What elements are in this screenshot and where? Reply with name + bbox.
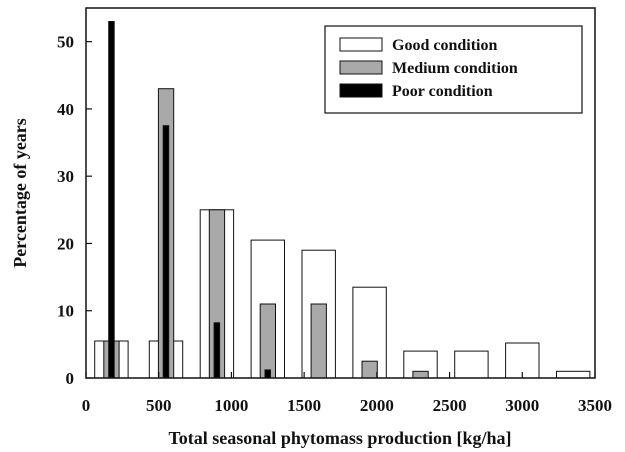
bar-good-3350 (556, 370, 591, 379)
y-axis-title: Percentage of years (10, 118, 30, 268)
bar-medium-2300 (412, 370, 429, 379)
x-tick-label-1500: 1500 (287, 396, 321, 415)
x-tick-label-0: 0 (82, 396, 91, 415)
y-tick-label-10: 10 (57, 302, 74, 321)
y-tick-label-40: 40 (57, 100, 74, 119)
legend-swatch-medium (339, 60, 383, 75)
bar-poor-1250 (264, 369, 271, 379)
axis-ticks: 0 500 1000 1500 2000 2500 3000 3500 0 10 20 30 40 50 (57, 33, 612, 415)
bar-medium-1600 (310, 303, 327, 379)
x-tick-label-3500: 3500 (578, 396, 612, 415)
y-tick-label-0: 0 (66, 369, 75, 388)
legend-label-good: Good condition (392, 37, 497, 54)
legend-label-poor: Poor condition (392, 83, 493, 100)
legend-label-medium: Medium condition (392, 60, 518, 77)
x-tick-label-1000: 1000 (214, 396, 248, 415)
bar-good-2650 (454, 350, 489, 379)
x-tick-label-2000: 2000 (360, 396, 394, 415)
legend: Good condition Medium condition Poor con… (324, 25, 583, 114)
legend-swatch-poor (339, 83, 383, 98)
bar-poor-550 (162, 125, 170, 379)
x-axis-title: Total seasonal phytomass production [kg/… (168, 428, 511, 448)
bars-layer (94, 21, 591, 379)
bar-poor-900 (213, 322, 221, 379)
y-tick-label-50: 50 (57, 33, 74, 52)
x-tick-label-500: 500 (146, 396, 172, 415)
bar-medium-1250 (259, 303, 277, 379)
y-tick-label-20: 20 (57, 234, 74, 253)
x-tick-label-2500: 2500 (433, 396, 467, 415)
plot-frame (85, 7, 596, 379)
y-tick-label-30: 30 (57, 167, 74, 186)
legend-swatch-good (339, 37, 383, 52)
x-tick-label-3000: 3000 (505, 396, 539, 415)
bar-medium-1950 (361, 360, 378, 379)
bar-poor-175 (108, 21, 115, 379)
